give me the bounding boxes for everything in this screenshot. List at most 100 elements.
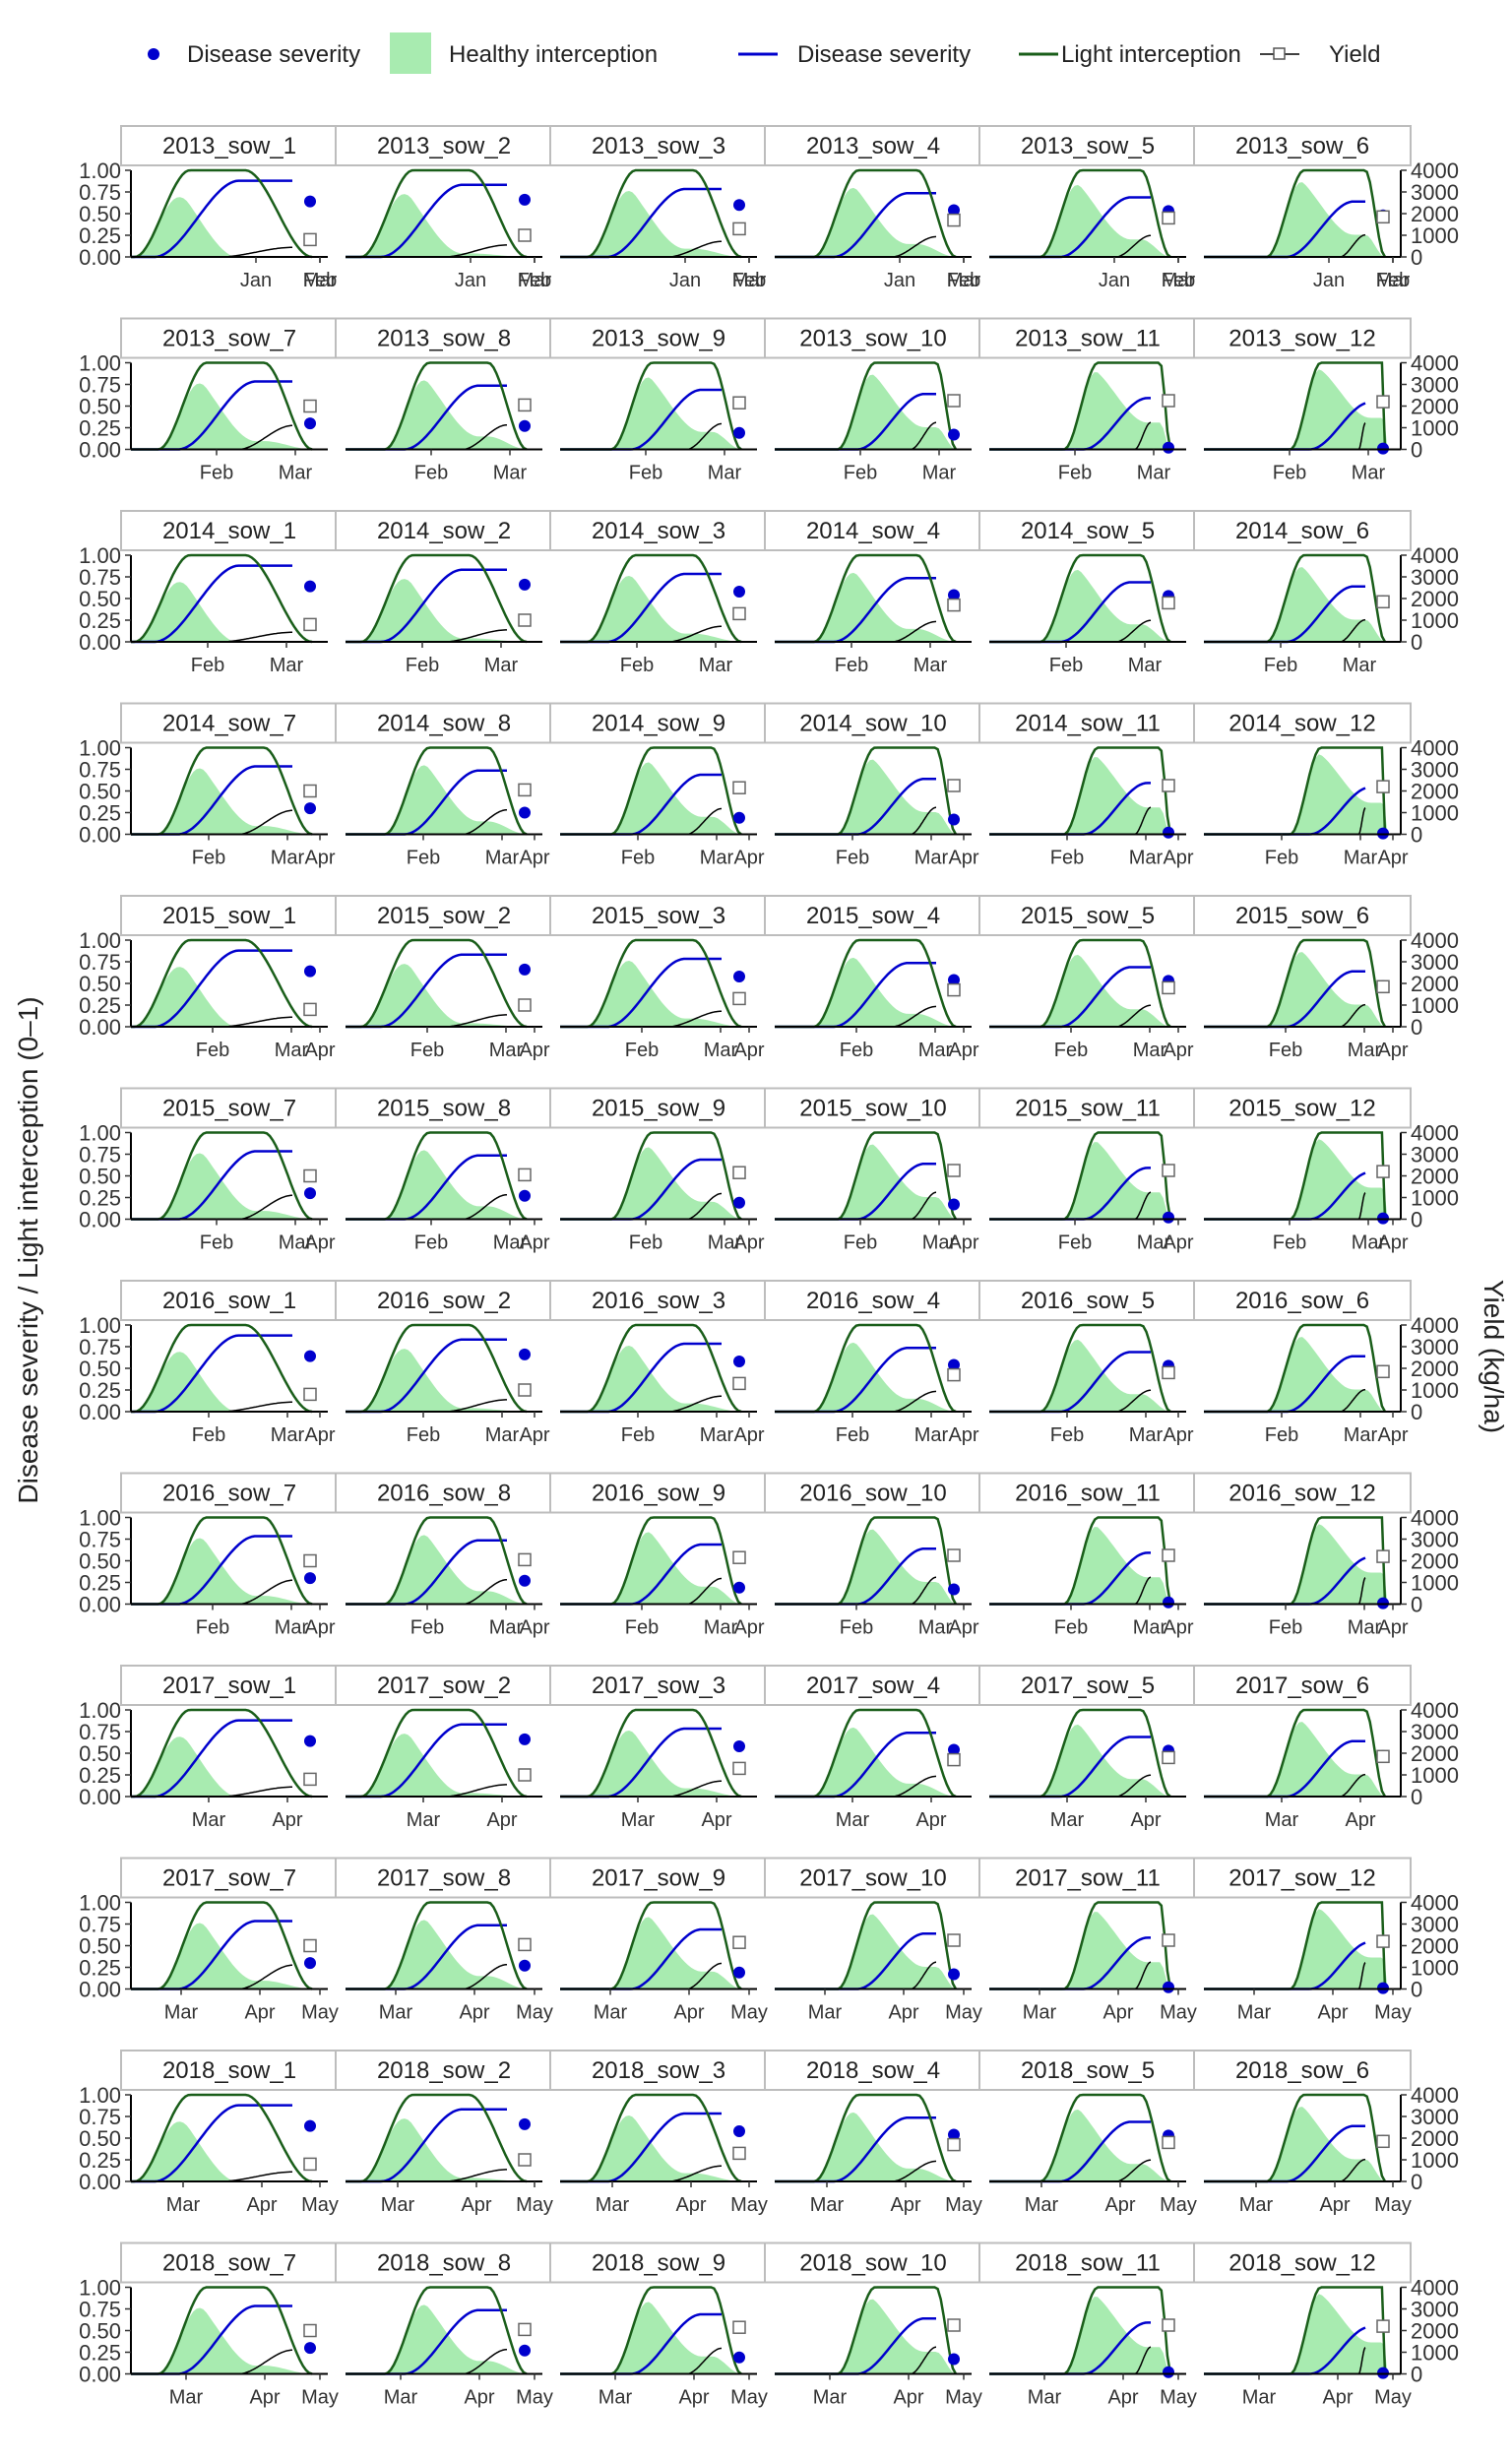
- y-tick-label-right: 2000: [1411, 1549, 1459, 1574]
- x-tick-label: Mar: [1129, 848, 1164, 869]
- y-tick-label-right: 3000: [1411, 565, 1459, 590]
- y-tick-label-right: 2000: [1411, 1934, 1459, 1959]
- legend-healthy-area-label: Healthy interception: [449, 41, 658, 68]
- x-tick-label: Feb: [303, 270, 337, 291]
- yield-point: [1162, 1933, 1175, 1947]
- yield-point: [1162, 394, 1175, 408]
- x-tick-label: Mar: [808, 2002, 843, 2024]
- x-tick-label: Jan: [1313, 270, 1345, 291]
- healthy-interception-area: [346, 579, 542, 642]
- y-tick-label-right: 0: [1411, 245, 1422, 270]
- x-tick-label: Mar: [192, 1809, 226, 1831]
- healthy-interception-area: [560, 2115, 757, 2181]
- x-tick-label: May: [1160, 2194, 1197, 2216]
- x-tick-label: Feb: [629, 463, 662, 484]
- x-tick-label: Mar: [836, 1809, 870, 1831]
- healthy-interception-area: [989, 757, 1186, 835]
- x-tick-label: Feb: [200, 1232, 233, 1254]
- yield-point: [947, 2137, 961, 2152]
- yield-line: [1208, 618, 1366, 643]
- yield-point: [1376, 2319, 1390, 2333]
- healthy-interception-area: [989, 372, 1186, 450]
- yield-line: [564, 1962, 722, 1990]
- panel-title: 2017_sow_7: [162, 1865, 296, 1892]
- x-tick-label: Apr: [915, 1809, 946, 1831]
- healthy-interception-area: [989, 1912, 1186, 1989]
- yield-point: [518, 1168, 532, 1182]
- y-tick-label-right: 2000: [1411, 202, 1459, 226]
- panel-title: 2017_sow_5: [1021, 1673, 1155, 1699]
- panel-2016_sow_4: 2016_sow_4 Feb Mar Apr: [764, 1280, 982, 1446]
- yield-point: [732, 396, 746, 410]
- x-tick-label: Apr: [1317, 2002, 1348, 2024]
- y-tick-label-left: 1.00: [79, 1891, 121, 1916]
- x-tick-label: Feb: [1265, 848, 1298, 869]
- x-tick-label: Feb: [1054, 1040, 1088, 1061]
- y-tick-label-left: 0.50: [79, 1741, 121, 1766]
- panel-strip: [978, 317, 1197, 359]
- panel-strip: [335, 702, 553, 744]
- y-tick-label-left: 0.25: [79, 1763, 121, 1788]
- y-tick-label-left: 0.75: [79, 565, 121, 590]
- x-tick-label: Mar: [489, 1617, 524, 1639]
- yield-point: [1376, 395, 1390, 409]
- x-tick-label: Apr: [1130, 1809, 1161, 1831]
- y-tick-label-right: 0: [1411, 438, 1422, 463]
- y-tick-label-left: 0.50: [79, 2126, 121, 2151]
- disease-severity-point: [733, 426, 745, 439]
- panel-2016_sow_5: 2016_sow_5 Feb Mar Apr: [978, 1280, 1197, 1446]
- healthy-interception-area: [1204, 952, 1401, 1027]
- panel-title: 2016_sow_4: [806, 1288, 940, 1314]
- yield-point: [1162, 779, 1175, 792]
- healthy-interception-area: [560, 1731, 757, 1797]
- disease-severity-point: [1163, 441, 1174, 454]
- panel-strip: [1193, 1857, 1412, 1899]
- x-tick-label: Apr: [1377, 1617, 1408, 1639]
- x-tick-label: Apr: [1377, 1424, 1408, 1446]
- disease-severity-point: [519, 1574, 531, 1587]
- x-tick-label: Mar: [922, 1232, 957, 1254]
- x-tick-label: May: [730, 2002, 768, 2024]
- x-tick-label: Feb: [407, 1424, 440, 1446]
- panel-title: 2014_sow_10: [799, 711, 946, 737]
- y-axis-label-left: Disease severity / Light interception (0…: [13, 996, 43, 1503]
- disease-severity-point: [733, 811, 745, 824]
- y-tick-label-left: 0.00: [79, 1785, 121, 1809]
- y-tick-label-right: 3000: [1411, 758, 1459, 783]
- x-tick-label: Apr: [1322, 2387, 1353, 2409]
- disease-severity-point: [733, 1739, 745, 1752]
- panel-strip: [335, 895, 553, 936]
- panel-title: 2016_sow_9: [592, 1481, 725, 1507]
- panel-2018_sow_1: 2018_sow_1 0.000.250.500.751.00 Mar Apr May: [79, 2050, 339, 2216]
- x-tick-label: Mar: [1343, 655, 1377, 676]
- yield-line: [779, 1390, 937, 1413]
- y-tick-label-left: 0.25: [79, 2341, 121, 2366]
- panel-title: 2018_sow_3: [592, 2057, 725, 2084]
- disease-severity-point: [519, 1189, 531, 1202]
- y-tick-label-right: 1000: [1411, 1378, 1459, 1403]
- yield-point: [303, 1553, 317, 1568]
- x-tick-label: Apr: [246, 2194, 277, 2216]
- x-tick-label: Mar: [596, 2194, 630, 2216]
- y-tick-label-right: 4000: [1411, 1891, 1459, 1916]
- healthy-interception-area: [560, 762, 757, 835]
- x-tick-label: May: [730, 2387, 768, 2409]
- panel-strip: [1193, 317, 1412, 359]
- x-tick-label: Jan: [455, 270, 486, 291]
- panel-2014_sow_1: 2014_sow_1 0.000.250.500.751.00 Feb Mar: [79, 510, 339, 676]
- panel-strip: [549, 1665, 768, 1706]
- x-tick-label: Feb: [410, 1040, 444, 1061]
- yield-point: [947, 1752, 961, 1767]
- y-tick-label-right: 3000: [1411, 2298, 1459, 2322]
- x-tick-label: Mar: [708, 1232, 742, 1254]
- x-tick-label: Mar: [484, 655, 519, 676]
- y-tick-label-left: 0.75: [79, 1143, 121, 1168]
